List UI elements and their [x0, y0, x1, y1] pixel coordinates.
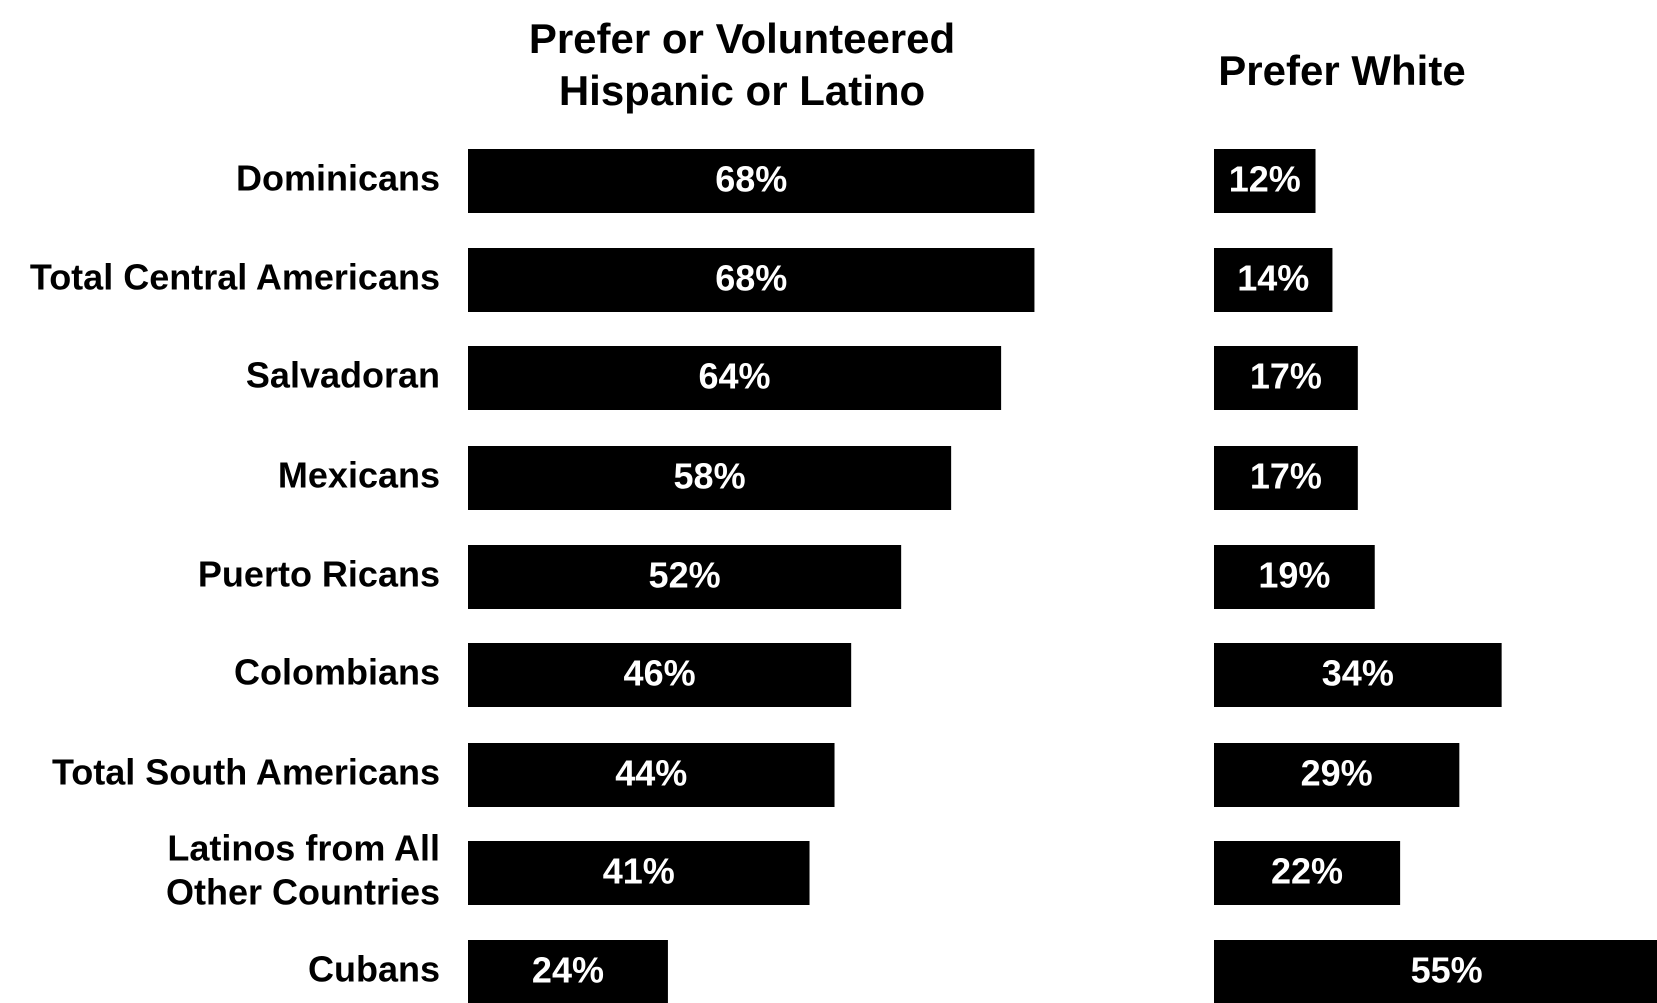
bar-series-1	[468, 743, 835, 807]
bar-series-2	[1214, 346, 1358, 410]
bar-value-label: 64%	[699, 356, 771, 397]
bar-series-2	[1214, 743, 1460, 807]
category-label: Mexicans	[278, 455, 440, 496]
bar-value-label: 17%	[1250, 456, 1322, 497]
bar-value-label: 55%	[1411, 950, 1483, 991]
bar-value-label: 29%	[1301, 753, 1373, 794]
bar-value-label: 22%	[1271, 851, 1343, 892]
bar-series-1	[468, 149, 1035, 213]
bar-series-2	[1214, 248, 1333, 312]
category-label: Latinos from All	[167, 828, 440, 869]
bar-value-label: 52%	[649, 555, 721, 596]
panel-title-1-line-1: Prefer or Volunteered	[529, 15, 955, 62]
bar-series-1	[468, 841, 810, 905]
bar-value-label: 24%	[532, 950, 604, 991]
panel-title-1-line-2: Hispanic or Latino	[559, 67, 925, 114]
category-label: Salvadoran	[246, 355, 440, 396]
category-label: Total Central Americans	[30, 257, 440, 298]
category-label: Other Countries	[166, 872, 440, 913]
bar-value-label: 68%	[715, 159, 787, 200]
bar-value-label: 41%	[603, 851, 675, 892]
bar-series-1	[468, 446, 952, 510]
bar-value-label: 17%	[1250, 356, 1322, 397]
bar-series-2	[1214, 841, 1401, 905]
bar-series-2	[1214, 940, 1657, 1003]
bar-value-label: 12%	[1229, 159, 1301, 200]
bar-series-2	[1214, 643, 1502, 707]
category-label: Colombians	[234, 652, 440, 693]
bar-value-label: 14%	[1237, 258, 1309, 299]
bar-series-1	[468, 346, 1002, 410]
bar-value-label: 46%	[624, 653, 696, 694]
category-labels: Dominicans Total Central Americans Salvado…	[30, 158, 440, 990]
bar-value-label: 44%	[615, 753, 687, 794]
panel-title-2-line-1: Prefer White	[1218, 47, 1465, 94]
bar-series-2	[1214, 545, 1375, 609]
category-label: Total South Americans	[52, 752, 440, 793]
bar-value-label: 58%	[674, 456, 746, 497]
bar-series-1	[468, 643, 852, 707]
bars: 68% 68% 64% 58% 52% 46% 44% 41% 24% 12% 14% 17% 17% 1…	[468, 149, 1657, 1003]
bar-value-label: 19%	[1258, 555, 1330, 596]
category-label: Puerto Ricans	[198, 554, 440, 595]
bar-series-2	[1214, 149, 1316, 213]
bar-series-1	[468, 940, 668, 1003]
panel-titles: Prefer or Volunteered Hispanic or Latino P…	[529, 15, 1466, 114]
category-label: Dominicans	[236, 158, 440, 199]
category-label: Cubans	[308, 949, 440, 990]
bar-series-1	[468, 545, 902, 609]
bar-value-label: 68%	[715, 258, 787, 299]
bar-series-1	[468, 248, 1035, 312]
bar-value-label: 34%	[1322, 653, 1394, 694]
bar-series-2	[1214, 446, 1358, 510]
